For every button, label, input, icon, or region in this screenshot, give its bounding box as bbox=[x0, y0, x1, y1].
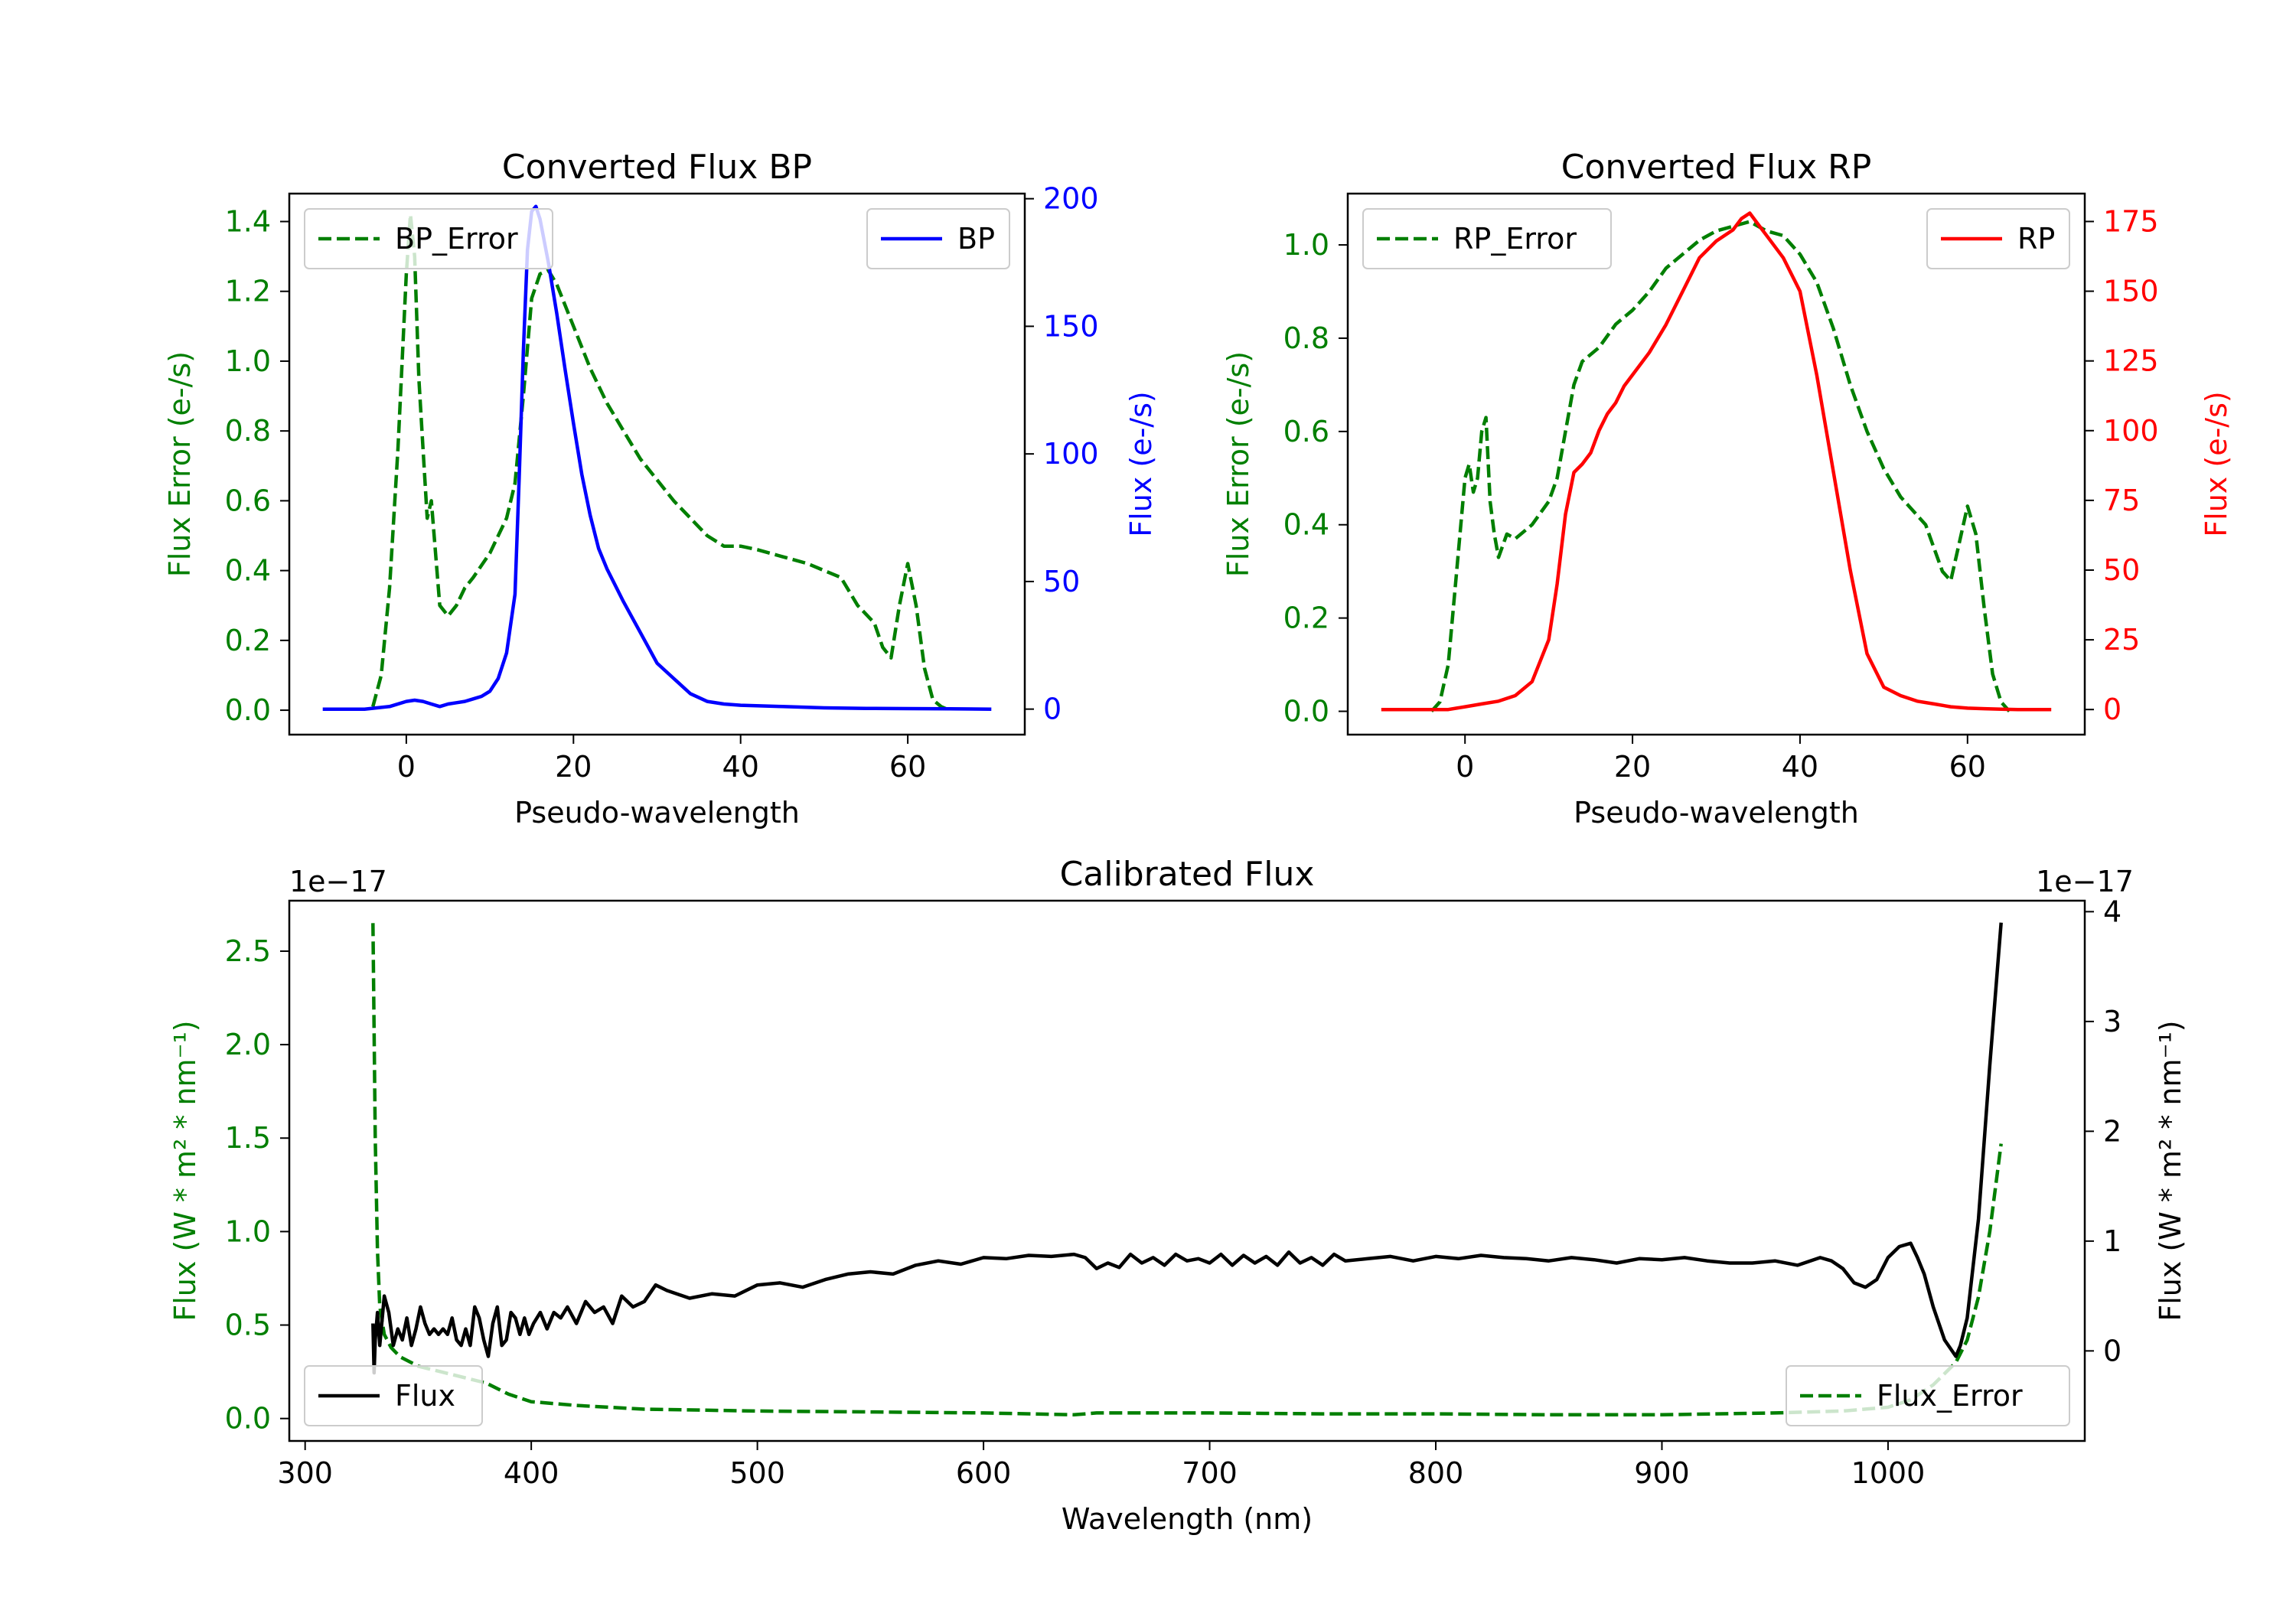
bp-panel: 0 20 40 60 0.0 0.2 0.4 0.6 0.8 1.0 1.2 1.4 0 50 100 150… bbox=[163, 148, 1158, 830]
bp-y-right-axis-label: Flux (e-/s) bbox=[1124, 391, 1158, 536]
cal-x-tick-label: 700 bbox=[1182, 1456, 1238, 1490]
bp-y-right-tick-label: 200 bbox=[1043, 182, 1099, 216]
rp-y-left-axis-label: Flux Error (e-/s) bbox=[1221, 351, 1255, 577]
bp-legend-0: BP_Error bbox=[304, 208, 553, 269]
bp-y-left-tick-label: 0.8 bbox=[225, 414, 271, 448]
legend-label: Flux_Error bbox=[1877, 1379, 2023, 1413]
cal-axes-frame bbox=[288, 899, 2086, 1442]
bp-axes-frame bbox=[288, 192, 1026, 736]
bp-y-right-tick-label: 0 bbox=[1043, 693, 1062, 726]
rp-y-left-tick-label: 1.0 bbox=[1283, 228, 1329, 262]
cal-x-tick-label: 800 bbox=[1408, 1456, 1464, 1490]
cal-x-tick-label: 600 bbox=[956, 1456, 1012, 1490]
rp-series-rp-line bbox=[1381, 211, 2052, 712]
legend-box bbox=[304, 1365, 483, 1426]
rp-x-tick-label: 20 bbox=[1614, 750, 1651, 784]
cal-series-flux-line bbox=[371, 922, 2003, 1375]
rp-y-left-tick-label: 0.0 bbox=[1283, 695, 1329, 729]
bp-y-right-tick-label: 150 bbox=[1043, 309, 1099, 343]
cal-y-left-tick-label: 0.5 bbox=[225, 1309, 271, 1342]
cal-y-right-tick-label: 1 bbox=[2103, 1224, 2122, 1258]
bp-y-left-tick-label: 0.2 bbox=[225, 624, 271, 657]
rp-y-right-tick-label: 175 bbox=[2103, 204, 2159, 238]
rp-y-right-tick-label: 50 bbox=[2103, 553, 2140, 587]
cal-y-right-axis-label: Flux (W * m² * nm⁻¹) bbox=[2154, 1020, 2187, 1321]
rp-x-tick-label: 60 bbox=[1949, 750, 1986, 784]
cal-x-tick-label: 500 bbox=[729, 1456, 785, 1490]
rp-y-left-tick-label: 0.6 bbox=[1283, 415, 1329, 448]
cal-chart-title: Calibrated Flux bbox=[1060, 855, 1315, 894]
bp-y-right-tick-label: 50 bbox=[1043, 565, 1080, 598]
legend-box bbox=[1362, 208, 1612, 269]
rp-legend-0: RP_Error bbox=[1362, 208, 1612, 269]
bp-y-left-tick-label: 0.6 bbox=[225, 484, 271, 517]
cal-x-tick-label: 300 bbox=[277, 1456, 333, 1490]
rp-chart-title: Converted Flux RP bbox=[1561, 148, 1872, 187]
rp-axes-frame bbox=[1346, 192, 2086, 736]
cal-y-right-tick-label: 3 bbox=[2103, 1005, 2122, 1038]
rp-y-left-tick-label: 0.2 bbox=[1283, 601, 1329, 635]
legend-label: Flux bbox=[395, 1379, 455, 1413]
bp-x-tick-label: 60 bbox=[889, 750, 926, 784]
legend-label: RP bbox=[2017, 222, 2055, 256]
rp-x-tick-label: 40 bbox=[1782, 750, 1818, 784]
rp-y-right-axis-label: Flux (e-/s) bbox=[2200, 391, 2233, 536]
cal-y-right-tick-label: 4 bbox=[2103, 895, 2122, 928]
calibrated-panel: 300 400 500 600 700 800 900 1000 0.0 0.5 1.0 1.5 2.0… bbox=[168, 855, 2187, 1536]
legend-label: RP_Error bbox=[1453, 222, 1577, 256]
bp-x-tick-label: 0 bbox=[397, 750, 416, 784]
bp-y-left-tick-label: 1.2 bbox=[225, 275, 271, 308]
bp-y-right-tick-label: 100 bbox=[1043, 437, 1099, 471]
bp-x-axis-label: Pseudo-wavelength bbox=[514, 796, 800, 830]
cal-y-left-tick-label: 1.0 bbox=[225, 1214, 271, 1248]
bp-y-left-tick-label: 0.4 bbox=[225, 554, 271, 588]
legend-box bbox=[1786, 1365, 2070, 1426]
legend-label: BP bbox=[957, 222, 995, 256]
rp-series-group bbox=[1381, 211, 2052, 713]
bp-legend-1: BP bbox=[866, 208, 1010, 269]
bp-y-left-tick-label: 1.4 bbox=[225, 204, 271, 238]
rp-y-right-tick-label: 75 bbox=[2103, 484, 2140, 517]
cal-y-right-tick-label: 2 bbox=[2103, 1114, 2122, 1148]
bp-x-tick-label: 40 bbox=[722, 750, 759, 784]
cal-y-left-tick-label: 1.5 bbox=[225, 1121, 271, 1155]
cal-y-right-tick-label: 0 bbox=[2103, 1334, 2122, 1367]
cal-x-axis-label: Wavelength (nm) bbox=[1062, 1502, 1313, 1536]
cal-x-tick-label: 900 bbox=[1634, 1456, 1690, 1490]
bp-x-tick-label: 20 bbox=[555, 750, 592, 784]
bp-chart-title: Converted Flux BP bbox=[502, 148, 812, 187]
cal-y-left-tick-label: 2.0 bbox=[225, 1028, 271, 1061]
legend-box bbox=[304, 208, 553, 269]
rp-panel: 0 20 40 60 0.0 0.2 0.4 0.6 0.8 1.0 0 25 50 75 100 125 15… bbox=[1221, 148, 2233, 830]
rp-y-right-tick-label: 125 bbox=[2103, 344, 2159, 378]
rp-y-left-tick-label: 0.4 bbox=[1283, 508, 1329, 542]
cal-y-left-tick-label: 2.5 bbox=[225, 934, 271, 968]
bp-y-left-tick-label: 0.0 bbox=[225, 693, 271, 727]
bp-y-left-tick-label: 1.0 bbox=[225, 344, 271, 378]
rp-x-axis-label: Pseudo-wavelength bbox=[1574, 796, 1859, 830]
rp-x-tick-label: 0 bbox=[1456, 750, 1474, 784]
rp-y-right-tick-label: 25 bbox=[2103, 623, 2140, 657]
cal-legend-0: Flux bbox=[304, 1365, 483, 1426]
cal-y-left-axis-label: Flux (W * m² * nm⁻¹) bbox=[168, 1020, 202, 1321]
cal-offset-left-label: 1e−17 bbox=[289, 865, 387, 898]
cal-y-left-tick-label: 0.0 bbox=[225, 1402, 271, 1436]
cal-offset-right-label: 1e−17 bbox=[2036, 865, 2134, 898]
rp-y-right-tick-label: 0 bbox=[2103, 693, 2122, 726]
cal-x-tick-label: 1000 bbox=[1851, 1456, 1926, 1490]
cal-legend-1: Flux_Error bbox=[1786, 1365, 2070, 1426]
rp-series-rp-error-line bbox=[1430, 220, 2011, 713]
legend-label: BP_Error bbox=[395, 222, 518, 256]
rp-legend-1: RP bbox=[1926, 208, 2070, 269]
rp-y-right-tick-label: 150 bbox=[2103, 275, 2159, 308]
cal-x-tick-label: 400 bbox=[504, 1456, 559, 1490]
bp-y-left-axis-label: Flux Error (e-/s) bbox=[163, 351, 197, 577]
rp-y-left-tick-label: 0.8 bbox=[1283, 321, 1329, 355]
rp-y-right-tick-label: 100 bbox=[2103, 414, 2159, 448]
